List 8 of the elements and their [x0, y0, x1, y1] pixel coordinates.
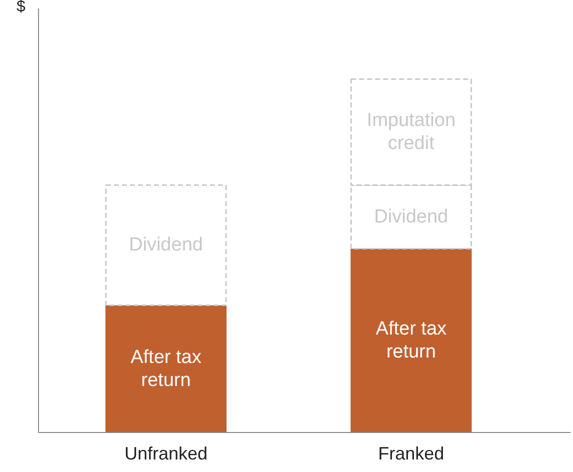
bar [350, 248, 472, 432]
bar [105, 184, 227, 306]
x-tick-label: Franked [378, 444, 444, 464]
text: After tax return [376, 318, 447, 363]
x-tick-label: Unfranked [124, 444, 208, 464]
series-label: After tax return [130, 346, 202, 391]
y-axis-title: $ [16, 0, 26, 16]
bar [105, 304, 227, 432]
